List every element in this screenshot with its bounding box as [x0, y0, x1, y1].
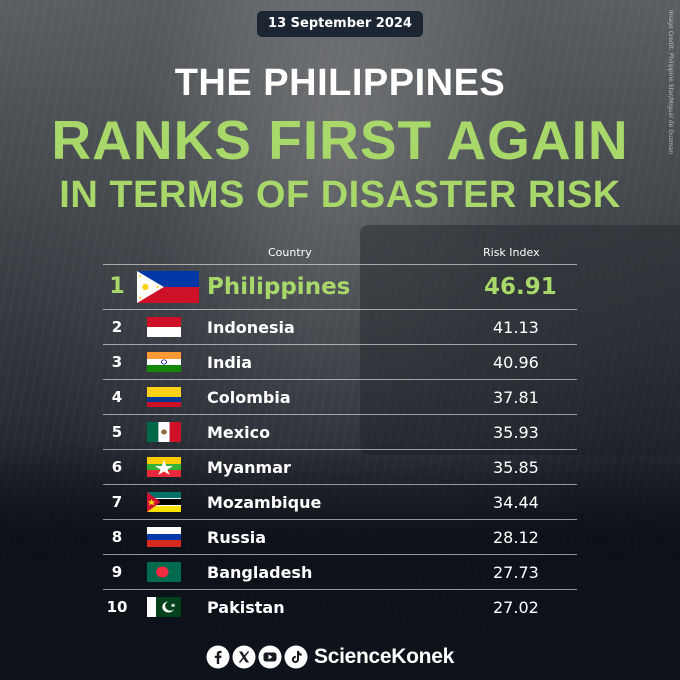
- country-name: Colombia: [207, 388, 291, 407]
- rank-number: 5: [111, 423, 123, 441]
- brand-name: ScienceKonek: [314, 645, 454, 668]
- country-name: India: [207, 353, 253, 372]
- bangladesh-flag-icon: [147, 562, 181, 582]
- tiktok-icon[interactable]: [284, 645, 308, 669]
- headline-line-1: THE PHILIPPINES: [174, 62, 506, 104]
- rank-number: 7: [111, 493, 123, 511]
- table-row: 6 Myanmar 35.85: [103, 449, 577, 484]
- header-risk-index: Risk Index: [483, 246, 540, 259]
- rank-number: 2: [111, 318, 123, 336]
- country-name: Mexico: [207, 423, 271, 442]
- indonesia-flag-icon: [147, 317, 181, 337]
- date-badge: 13 September 2024: [257, 11, 423, 37]
- facebook-icon[interactable]: [206, 645, 230, 669]
- footer-socials: ScienceKonek: [206, 645, 476, 671]
- risk-index-value: 35.85: [493, 458, 539, 477]
- table-row: 1 Philippines 46.91: [103, 264, 577, 309]
- rank-number: 4: [111, 388, 123, 406]
- youtube-icon[interactable]: [258, 645, 282, 669]
- colombia-flag-icon: [147, 387, 181, 407]
- table-row: 9 Bangladesh 27.73: [103, 554, 577, 589]
- risk-index-value: 35.93: [493, 423, 539, 442]
- headline-line-2: RANKS FIRST AGAIN: [51, 109, 629, 171]
- country-name: Mozambique: [207, 493, 322, 512]
- rank-number: 10: [106, 598, 128, 616]
- country-name: Indonesia: [207, 318, 295, 337]
- headline-line-3: IN TERMS OF DISASTER RISK: [59, 174, 621, 216]
- image-credit: Image Credit: Philippine Star/Miguel de …: [667, 10, 674, 155]
- table-row: 7 Mozambique 34.44: [103, 484, 577, 519]
- rank-number: 9: [111, 563, 123, 581]
- table-row: 3 India 40.96: [103, 344, 577, 379]
- table-row: 10 Pakistan 27.02: [103, 589, 577, 624]
- table-row: 5 Mexico 35.93: [103, 414, 577, 449]
- india-flag-icon: [147, 352, 181, 372]
- table-header: Country Risk Index: [103, 240, 577, 264]
- risk-index-value: 46.91: [484, 274, 557, 300]
- country-name: Russia: [207, 528, 267, 547]
- header-country: Country: [268, 246, 312, 259]
- country-name: Bangladesh: [207, 563, 313, 582]
- myanmar-flag-icon: [147, 457, 181, 477]
- country-name: Myanmar: [207, 458, 291, 477]
- rank-number: 8: [111, 528, 123, 546]
- x-icon[interactable]: [232, 645, 256, 669]
- risk-index-value: 27.73: [493, 563, 539, 582]
- table-row: 4 Colombia 37.81: [103, 379, 577, 414]
- table-row: 8 Russia 28.12: [103, 519, 577, 554]
- country-name: Pakistan: [207, 598, 285, 617]
- pakistan-flag-icon: [147, 597, 181, 617]
- risk-ranking-table: Country Risk Index 1 Philippines 46.91 2: [103, 240, 577, 624]
- country-name: Philippines: [207, 274, 351, 300]
- mexico-flag-icon: [147, 422, 181, 442]
- risk-index-value: 27.02: [493, 598, 539, 617]
- mozambique-flag-icon: [147, 492, 181, 512]
- risk-index-value: 34.44: [493, 493, 539, 512]
- rank-number: 6: [111, 458, 123, 476]
- risk-index-value: 28.12: [493, 528, 539, 547]
- background-floodwater: [0, 440, 680, 680]
- philippines-flag-icon: [137, 271, 199, 303]
- table-row: 2 Indonesia 41.13: [103, 309, 577, 344]
- background-bus: [360, 225, 680, 455]
- rank-number: 1: [109, 274, 125, 299]
- risk-index-value: 40.96: [493, 353, 539, 372]
- risk-index-value: 37.81: [493, 388, 539, 407]
- rank-number: 3: [111, 353, 123, 371]
- russia-flag-icon: [147, 527, 181, 547]
- risk-index-value: 41.13: [493, 318, 539, 337]
